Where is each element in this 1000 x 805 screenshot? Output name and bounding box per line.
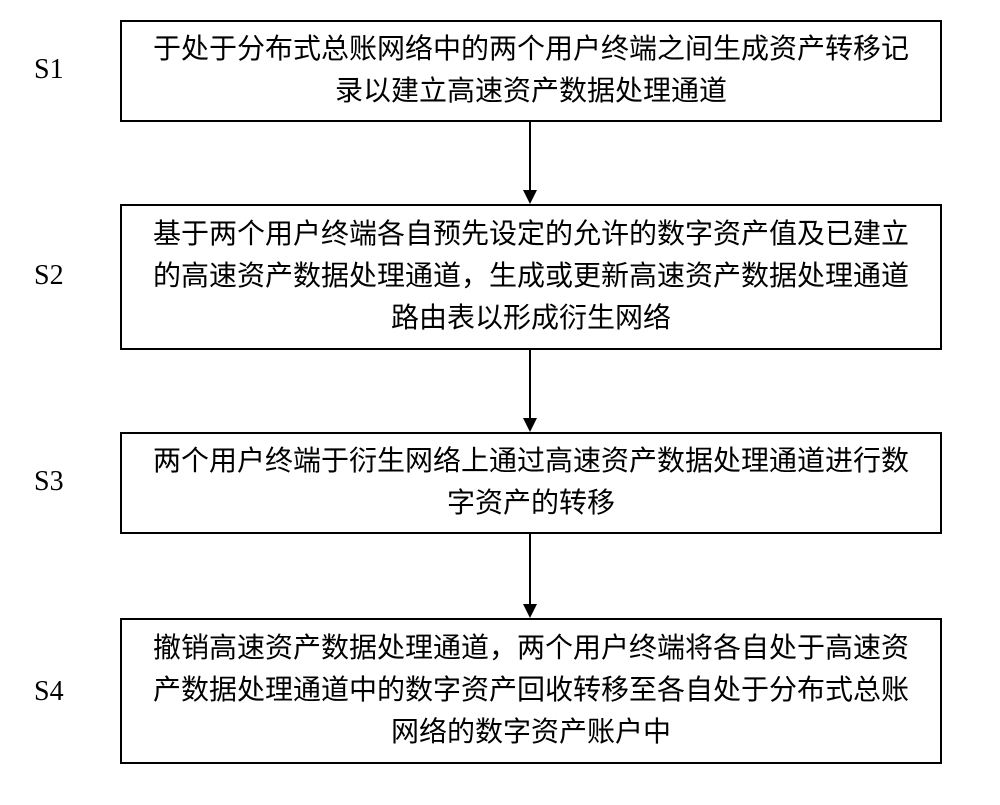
flow-node-s1: 于处于分布式总账网络中的两个用户终端之间生成资产转移记录以建立高速资产数据处理通… <box>120 20 942 122</box>
arrow-s3-s4 <box>520 534 540 618</box>
step-label-s1: S1 <box>34 54 64 86</box>
step-label-s4: S4 <box>34 676 64 708</box>
step-label-s3: S3 <box>34 466 64 498</box>
flow-node-text: 于处于分布式总账网络中的两个用户终端之间生成资产转移记录以建立高速资产数据处理通… <box>142 29 920 113</box>
arrow-s1-s2 <box>520 122 540 204</box>
flow-node-text: 基于两个用户终端各自预先设定的允许的数字资产值及已建立的高速资产数据处理通道，生… <box>142 214 920 340</box>
step-label-text: S4 <box>34 676 64 707</box>
arrow-s2-s3 <box>520 350 540 432</box>
flow-node-s2: 基于两个用户终端各自预先设定的允许的数字资产值及已建立的高速资产数据处理通道，生… <box>120 204 942 350</box>
flowchart-canvas: S1 于处于分布式总账网络中的两个用户终端之间生成资产转移记录以建立高速资产数据… <box>0 0 1000 805</box>
flow-node-text: 撤销高速资产数据处理通道，两个用户终端将各自处于高速资产数据处理通道中的数字资产… <box>142 628 920 754</box>
step-label-text: S3 <box>34 466 64 497</box>
flow-node-text: 两个用户终端于衍生网络上通过高速资产数据处理通道进行数字资产的转移 <box>142 441 920 525</box>
step-label-text: S1 <box>34 54 64 85</box>
step-label-text: S2 <box>34 260 64 291</box>
step-label-s2: S2 <box>34 260 64 292</box>
flow-node-s4: 撤销高速资产数据处理通道，两个用户终端将各自处于高速资产数据处理通道中的数字资产… <box>120 618 942 764</box>
flow-node-s3: 两个用户终端于衍生网络上通过高速资产数据处理通道进行数字资产的转移 <box>120 432 942 534</box>
